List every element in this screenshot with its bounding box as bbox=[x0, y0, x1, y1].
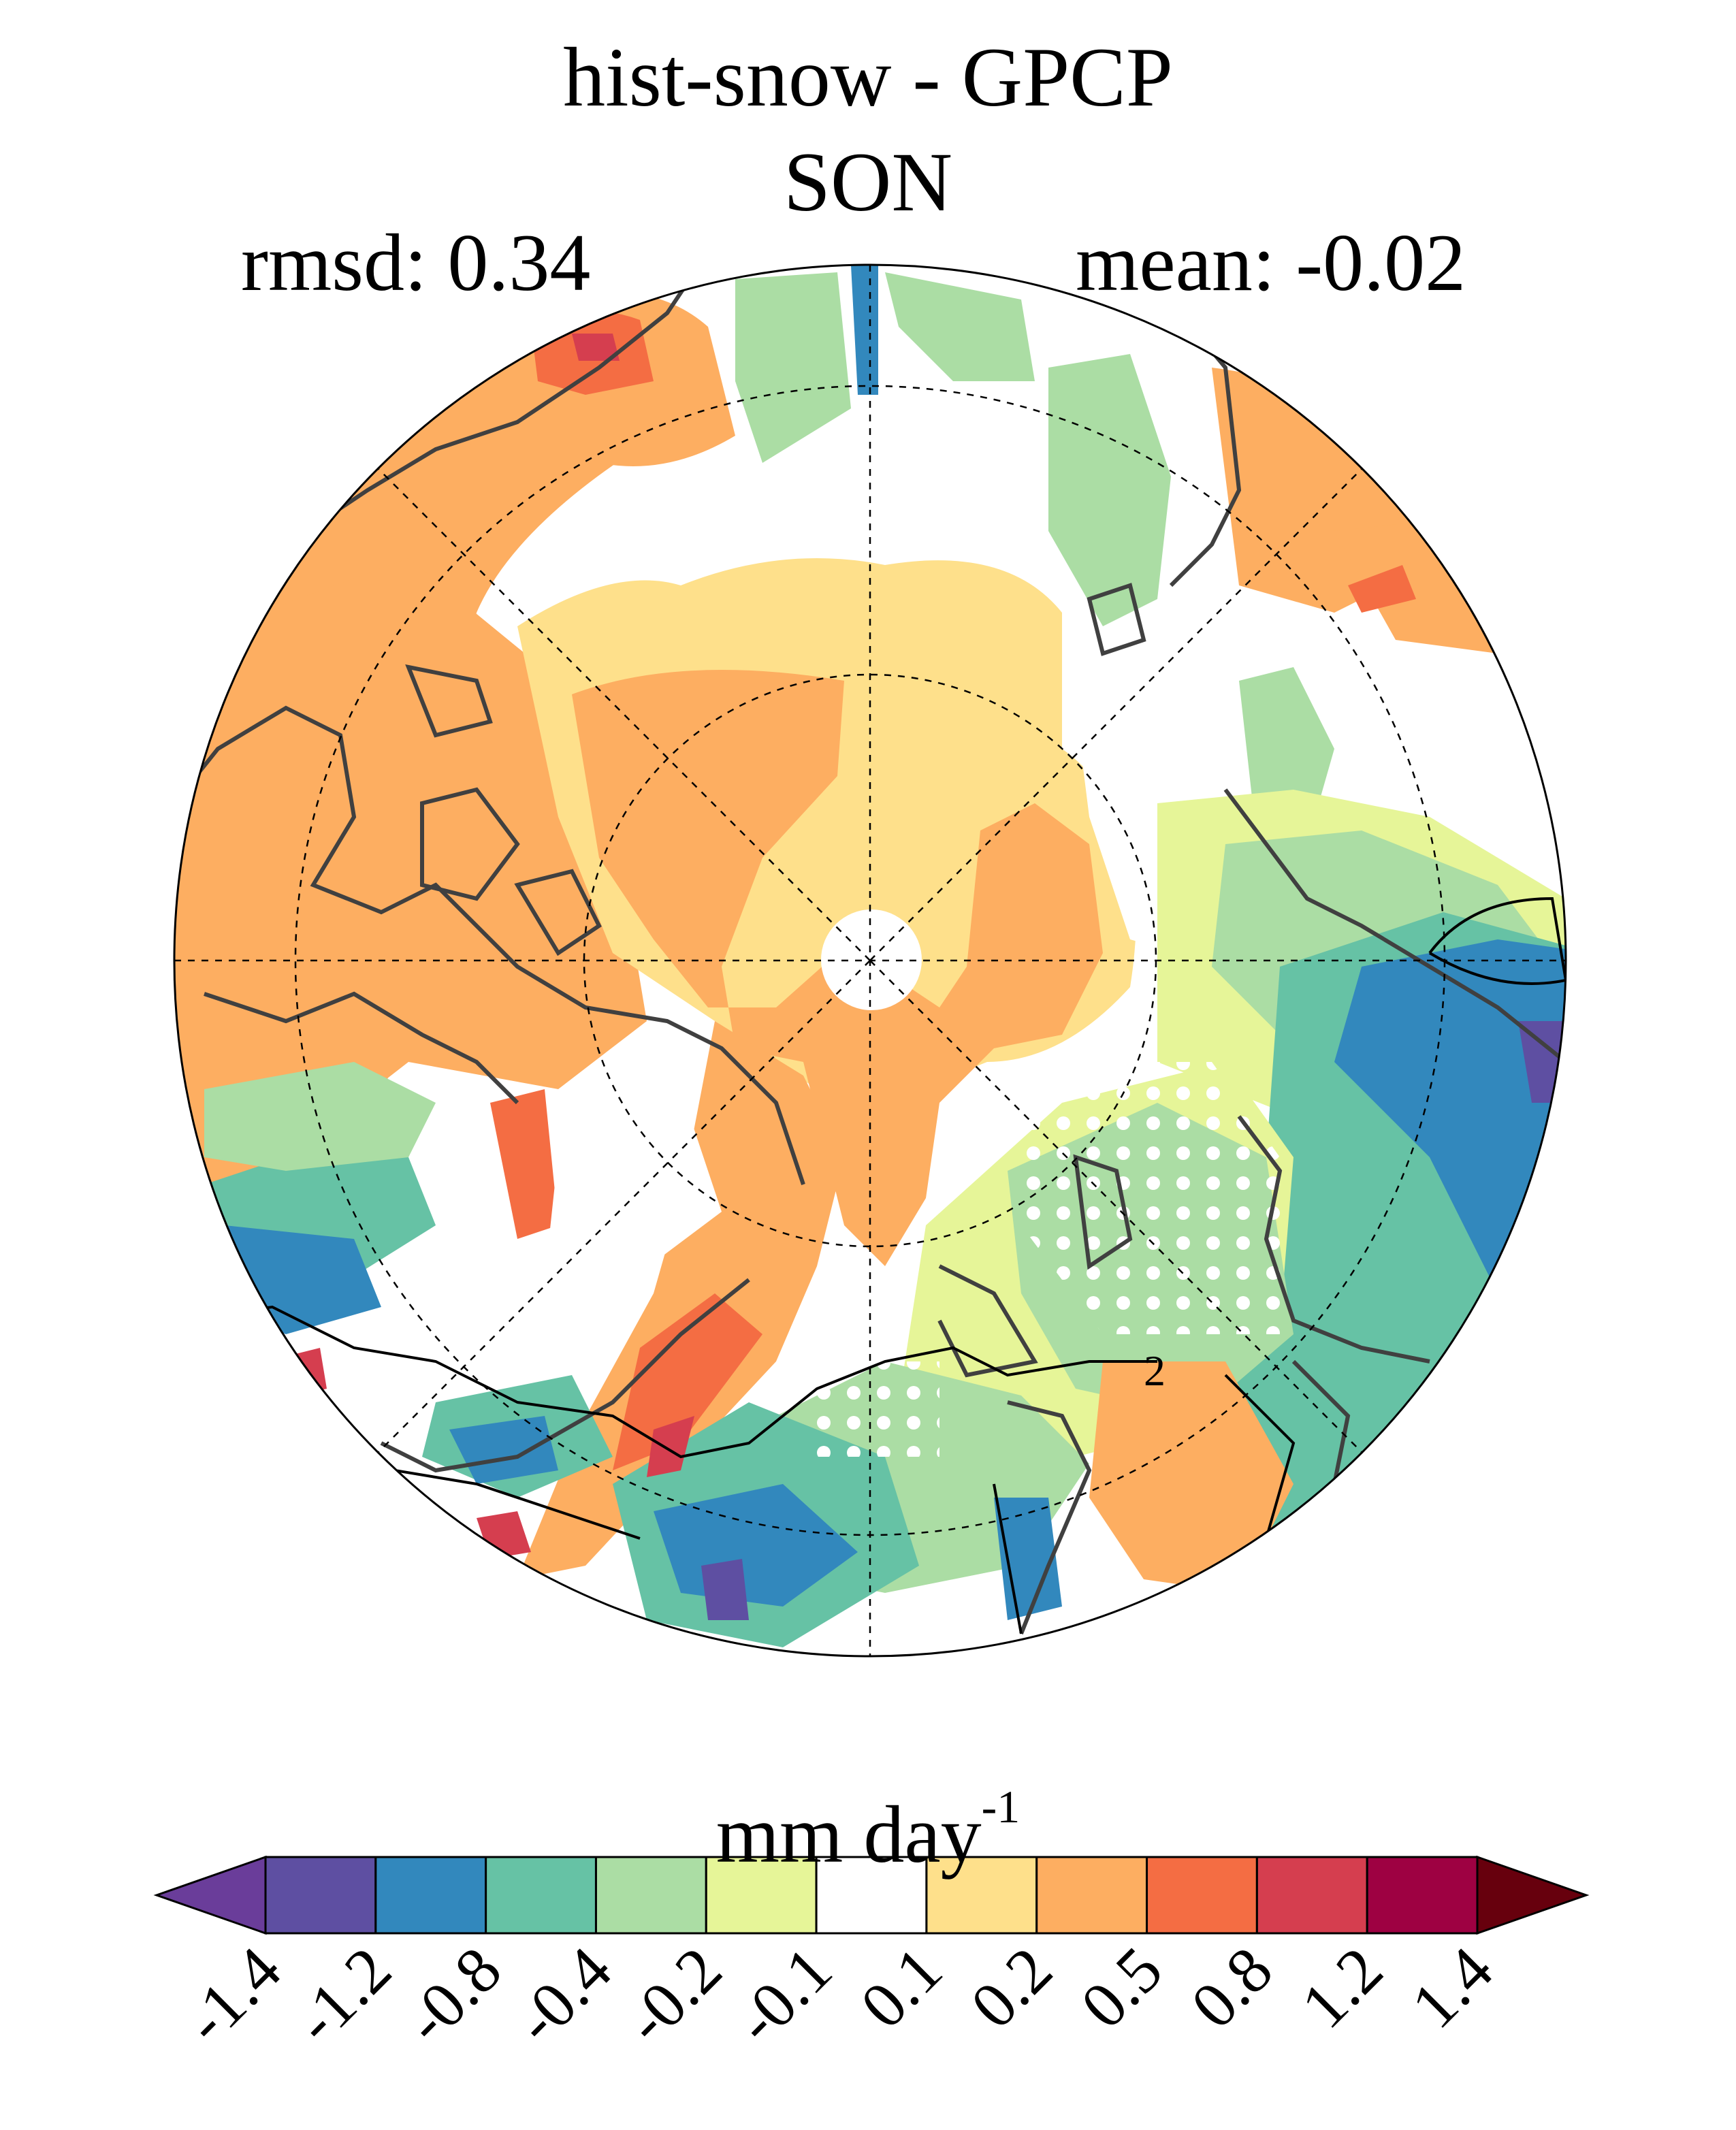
colorbar-tick-label: -0.4 bbox=[500, 1933, 625, 2057]
colorbar-tick-label: 0.8 bbox=[1177, 1933, 1287, 2042]
colorbar-tick-label: -1.2 bbox=[280, 1933, 405, 2057]
colorbar-bin bbox=[264, 1856, 377, 1935]
region-hudson-red bbox=[490, 1089, 558, 1239]
map-title: hist-snow - GPCP bbox=[563, 31, 1173, 124]
precipitation-field bbox=[174, 265, 1566, 1656]
rmsd-stat: rmsd: 0.34 bbox=[241, 217, 591, 308]
colorbar-tick-label: -0.8 bbox=[390, 1933, 515, 2057]
colorbar-tick-label: 0.5 bbox=[1067, 1933, 1176, 2042]
region-aleutian-blue bbox=[449, 1416, 558, 1484]
colorbar-units: mm day-1 bbox=[716, 1781, 1020, 1879]
stippling-pacific bbox=[803, 1361, 939, 1457]
colorbar-bin bbox=[1366, 1856, 1479, 1935]
colorbar-tick-label: -1.4 bbox=[170, 1933, 295, 2057]
colorbar-bin bbox=[925, 1856, 1038, 1935]
region-east-asia-orange bbox=[1089, 1361, 1293, 1593]
stippling-siberia bbox=[1021, 1062, 1280, 1334]
mean-contours bbox=[174, 897, 1566, 1634]
region-bering-dark-red bbox=[647, 1416, 694, 1477]
colorbar-tick-label: 0.1 bbox=[846, 1933, 956, 2042]
colorbar-tick-label: 0.2 bbox=[957, 1933, 1066, 2042]
region-japan-blue bbox=[994, 1498, 1062, 1620]
colorbar-bin bbox=[1255, 1856, 1368, 1935]
map-subtitle: SON bbox=[783, 135, 953, 229]
colorbar-tick-label: 1.4 bbox=[1397, 1933, 1507, 2042]
colorbar-bin bbox=[594, 1856, 707, 1935]
region-pacific-purple bbox=[701, 1559, 749, 1620]
colorbar-bin bbox=[1035, 1856, 1148, 1935]
graticule bbox=[174, 265, 1566, 1656]
colorbar-bin bbox=[815, 1856, 928, 1935]
region-canada-orange bbox=[174, 558, 647, 1225]
region-barents-green bbox=[1048, 354, 1171, 626]
colorbar-bin bbox=[374, 1856, 487, 1935]
region-top-blue bbox=[851, 265, 878, 395]
map-boundary bbox=[173, 263, 1567, 1658]
colorbar-bin bbox=[485, 1856, 597, 1935]
colorbar-bin bbox=[705, 1856, 818, 1935]
region-top-green bbox=[735, 272, 851, 463]
region-bering-red bbox=[613, 1293, 762, 1470]
region-norwegian-sea-dark-red bbox=[572, 334, 620, 361]
colorbar-tick-label: -0.2 bbox=[611, 1933, 735, 2057]
mean-stat: mean: -0.02 bbox=[1076, 217, 1466, 308]
colorbar-tick-label: -0.1 bbox=[721, 1933, 846, 2057]
colorbar: -1.4-1.2-0.8-0.4-0.2-0.1 0.1 0.2 0.5 0.8 1.2 1… bbox=[153, 1855, 1590, 2057]
region-top-right-green bbox=[885, 272, 1035, 381]
contour-label: 2 bbox=[1144, 1346, 1166, 1395]
region-greenland-sea-red bbox=[1348, 565, 1416, 613]
colorbar-tick-label: 1.2 bbox=[1287, 1933, 1397, 2042]
region-west-canada-green bbox=[204, 1062, 436, 1171]
